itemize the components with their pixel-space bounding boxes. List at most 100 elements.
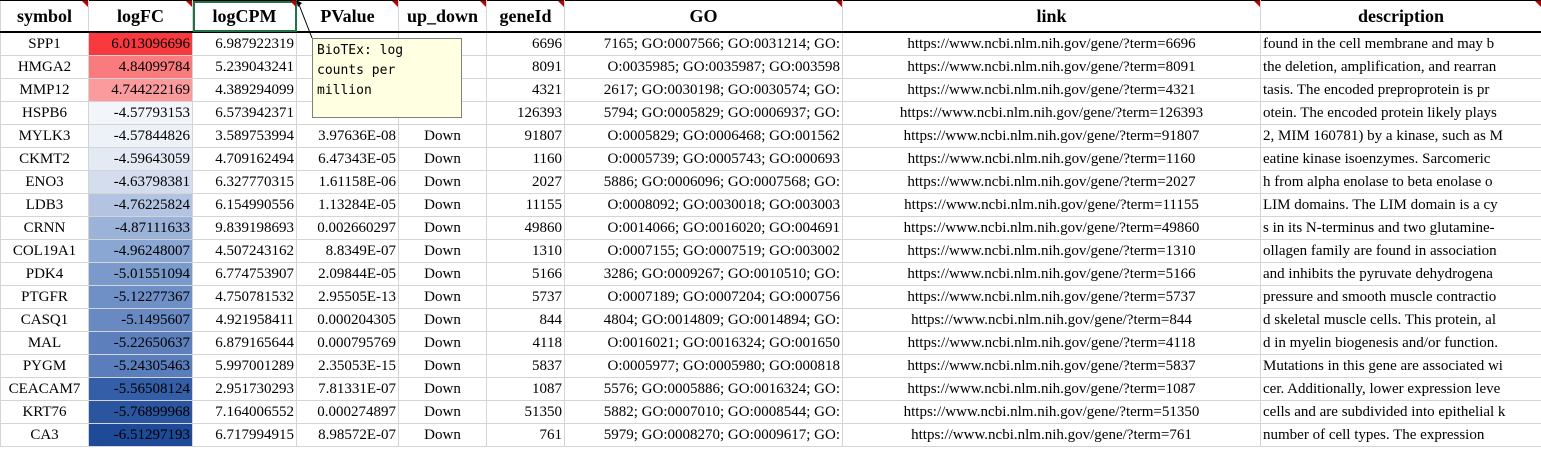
cell-up-down[interactable]: Down	[399, 263, 487, 286]
cell-up-down[interactable]: Down	[399, 378, 487, 401]
cell-symbol[interactable]: PDK4	[1, 263, 89, 286]
cell-geneid[interactable]: 11155	[487, 194, 565, 217]
cell-description[interactable]: LIM domains. The LIM domain is a cy	[1261, 194, 1541, 217]
cell-link[interactable]: https://www.ncbi.nlm.nih.gov/gene/?term=…	[843, 125, 1261, 148]
cell-logcpm[interactable]: 3.589753994	[193, 125, 297, 148]
cell-geneid[interactable]: 1310	[487, 240, 565, 263]
cell-go[interactable]: O:0007155; GO:0007519; GO:003002	[565, 240, 843, 263]
cell-go[interactable]: 2617; GO:0030198; GO:0030574; GO:	[565, 79, 843, 102]
cell-link[interactable]: https://www.ncbi.nlm.nih.gov/gene/?term=…	[843, 32, 1261, 56]
cell-symbol[interactable]: CRNN	[1, 217, 89, 240]
cell-up-down[interactable]: Down	[399, 148, 487, 171]
header-up-down[interactable]: up_down	[399, 1, 487, 33]
cell-link[interactable]: https://www.ncbi.nlm.nih.gov/gene/?term=…	[843, 148, 1261, 171]
header-link[interactable]: link	[843, 1, 1261, 33]
cell-logcpm[interactable]: 9.839198693	[193, 217, 297, 240]
cell-link[interactable]: https://www.ncbi.nlm.nih.gov/gene/?term=…	[843, 286, 1261, 309]
cell-pvalue[interactable]: 8.98572E-07	[297, 424, 399, 447]
cell-description[interactable]: pressure and smooth muscle contractio	[1261, 286, 1541, 309]
cell-symbol[interactable]: MAL	[1, 332, 89, 355]
cell-geneid[interactable]: 761	[487, 424, 565, 447]
cell-symbol[interactable]: PYGM	[1, 355, 89, 378]
cell-description[interactable]: ollagen family are found in association	[1261, 240, 1541, 263]
cell-up-down[interactable]: Down	[399, 125, 487, 148]
cell-logcpm[interactable]: 4.921958411	[193, 309, 297, 332]
cell-pvalue[interactable]: 7.81331E-07	[297, 378, 399, 401]
cell-go[interactable]: 7165; GO:0007566; GO:0031214; GO:	[565, 32, 843, 56]
cell-go[interactable]: 5794; GO:0005829; GO:0006937; GO:	[565, 102, 843, 125]
cell-up-down[interactable]: Down	[399, 332, 487, 355]
cell-logfc[interactable]: 4.84099784	[89, 56, 193, 79]
cell-logcpm[interactable]: 6.154990556	[193, 194, 297, 217]
cell-pvalue[interactable]: 0.000274897	[297, 401, 399, 424]
cell-pvalue[interactable]: 1.61158E-06	[297, 171, 399, 194]
cell-go[interactable]: O:0005739; GO:0005743; GO:000693	[565, 148, 843, 171]
cell-go[interactable]: 4804; GO:0014809; GO:0014894; GO:	[565, 309, 843, 332]
cell-link[interactable]: https://www.ncbi.nlm.nih.gov/gene/?term=…	[843, 102, 1261, 125]
cell-logfc[interactable]: -4.87111633	[89, 217, 193, 240]
cell-link[interactable]: https://www.ncbi.nlm.nih.gov/gene/?term=…	[843, 194, 1261, 217]
cell-geneid[interactable]: 5737	[487, 286, 565, 309]
cell-logfc[interactable]: -5.76899968	[89, 401, 193, 424]
cell-symbol[interactable]: CA3	[1, 424, 89, 447]
cell-logcpm[interactable]: 7.164006552	[193, 401, 297, 424]
cell-pvalue[interactable]: 0.002660297	[297, 217, 399, 240]
cell-description[interactable]: d skeletal muscle cells. This protein, a…	[1261, 309, 1541, 332]
cell-go[interactable]: 3286; GO:0009267; GO:0010510; GO:	[565, 263, 843, 286]
cell-symbol[interactable]: HSPB6	[1, 102, 89, 125]
cell-pvalue[interactable]: 0.000795769	[297, 332, 399, 355]
cell-geneid[interactable]: 4321	[487, 79, 565, 102]
cell-logcpm[interactable]: 5.997001289	[193, 355, 297, 378]
cell-logfc[interactable]: -5.1495607	[89, 309, 193, 332]
cell-logcpm[interactable]: 6.774753907	[193, 263, 297, 286]
cell-link[interactable]: https://www.ncbi.nlm.nih.gov/gene/?term=…	[843, 355, 1261, 378]
cell-up-down[interactable]: Down	[399, 171, 487, 194]
cell-logcpm[interactable]: 4.709162494	[193, 148, 297, 171]
cell-go[interactable]: O:0016021; GO:0016324; GO:001650	[565, 332, 843, 355]
header-logfc[interactable]: logFC	[89, 1, 193, 33]
cell-logfc[interactable]: 4.744222169	[89, 79, 193, 102]
cell-description[interactable]: cells and are subdivided into epithelial…	[1261, 401, 1541, 424]
cell-symbol[interactable]: CEACAM7	[1, 378, 89, 401]
cell-pvalue[interactable]: 1.13284E-05	[297, 194, 399, 217]
cell-logcpm[interactable]: 6.327770315	[193, 171, 297, 194]
spreadsheet-grid[interactable]: symbol logFC logCPM PValue up_down geneI…	[0, 0, 1541, 447]
cell-logfc[interactable]: -4.59643059	[89, 148, 193, 171]
cell-go[interactable]: O:0005829; GO:0006468; GO:001562	[565, 125, 843, 148]
cell-up-down[interactable]: Down	[399, 309, 487, 332]
cell-logfc[interactable]: -5.24305463	[89, 355, 193, 378]
cell-pvalue[interactable]: 3.97636E-08	[297, 125, 399, 148]
cell-go[interactable]: 5882; GO:0007010; GO:0008544; GO:	[565, 401, 843, 424]
cell-up-down[interactable]: Down	[399, 240, 487, 263]
cell-geneid[interactable]: 49860	[487, 217, 565, 240]
cell-description[interactable]: Mutations in this gene are associated wi	[1261, 355, 1541, 378]
cell-go[interactable]: O:0035985; GO:0035987; GO:003598	[565, 56, 843, 79]
cell-link[interactable]: https://www.ncbi.nlm.nih.gov/gene/?term=…	[843, 240, 1261, 263]
cell-geneid[interactable]: 1160	[487, 148, 565, 171]
cell-logcpm[interactable]: 6.573942371	[193, 102, 297, 125]
cell-link[interactable]: https://www.ncbi.nlm.nih.gov/gene/?term=…	[843, 309, 1261, 332]
cell-description[interactable]: cer. Additionally, lower expression leve	[1261, 378, 1541, 401]
cell-description[interactable]: and inhibits the pyruvate dehydrogena	[1261, 263, 1541, 286]
cell-symbol[interactable]: LDB3	[1, 194, 89, 217]
cell-up-down[interactable]: Down	[399, 286, 487, 309]
cell-geneid[interactable]: 5837	[487, 355, 565, 378]
cell-go[interactable]: O:0014066; GO:0016020; GO:004691	[565, 217, 843, 240]
cell-symbol[interactable]: CKMT2	[1, 148, 89, 171]
cell-up-down[interactable]: Down	[399, 424, 487, 447]
cell-logfc[interactable]: -4.63798381	[89, 171, 193, 194]
cell-geneid[interactable]: 91807	[487, 125, 565, 148]
cell-geneid[interactable]: 2027	[487, 171, 565, 194]
cell-up-down[interactable]: Down	[399, 401, 487, 424]
header-description[interactable]: description	[1261, 1, 1541, 33]
cell-logcpm[interactable]: 2.951730293	[193, 378, 297, 401]
cell-logcpm[interactable]: 6.879165644	[193, 332, 297, 355]
cell-description[interactable]: d in myelin biogenesis and/or function.	[1261, 332, 1541, 355]
cell-symbol[interactable]: CASQ1	[1, 309, 89, 332]
cell-link[interactable]: https://www.ncbi.nlm.nih.gov/gene/?term=…	[843, 171, 1261, 194]
cell-pvalue[interactable]: 6.47343E-05	[297, 148, 399, 171]
cell-pvalue[interactable]: 8.8349E-07	[297, 240, 399, 263]
header-logcpm[interactable]: logCPM	[193, 1, 297, 33]
cell-logfc[interactable]: -4.57844826	[89, 125, 193, 148]
cell-link[interactable]: https://www.ncbi.nlm.nih.gov/gene/?term=…	[843, 401, 1261, 424]
